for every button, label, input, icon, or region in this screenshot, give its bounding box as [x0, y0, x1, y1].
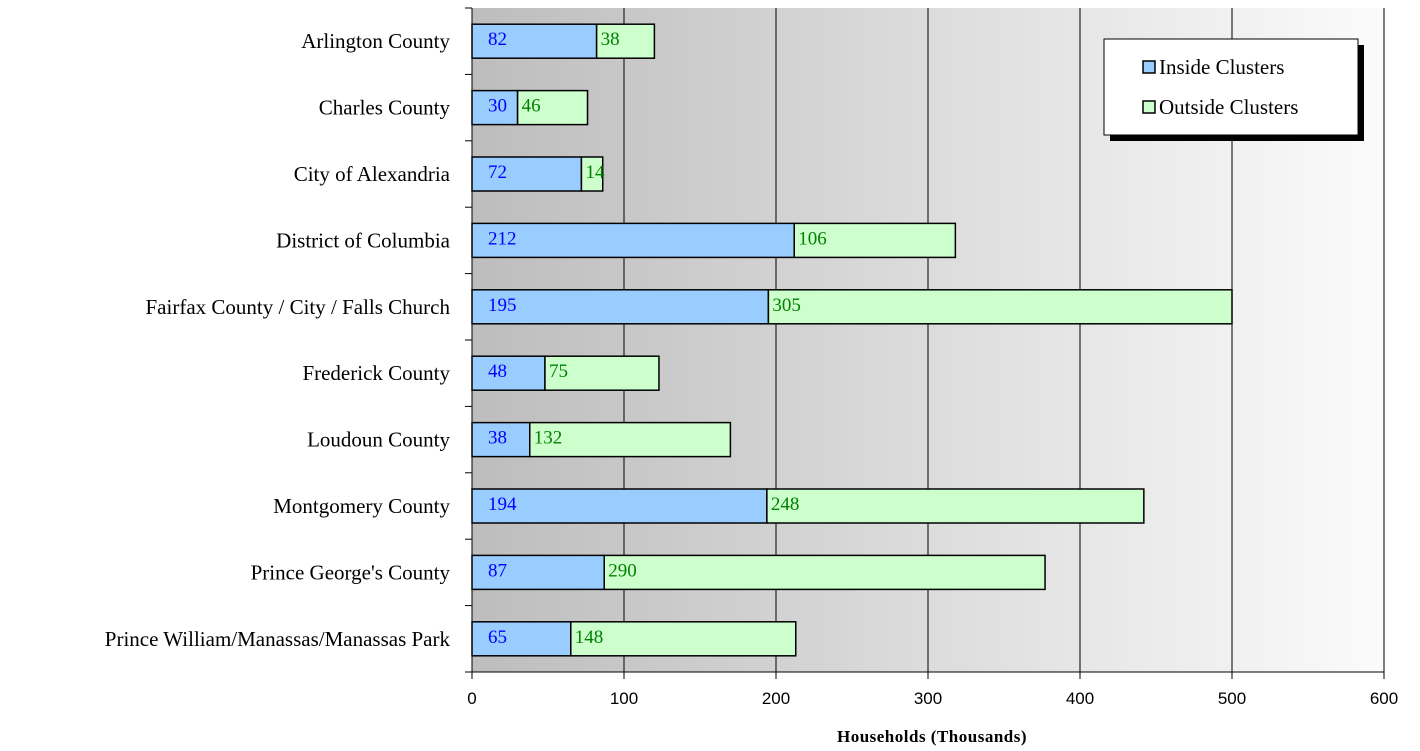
- category-label: Prince George's County: [251, 560, 451, 584]
- bar-inside: [471, 554, 605, 591]
- data-label-inside: 212: [488, 228, 517, 249]
- data-label-outside: 75: [549, 361, 568, 382]
- data-label-outside: 46: [522, 96, 541, 117]
- category-label: Fairfax County / City / Falls Church: [146, 295, 451, 319]
- data-label-inside: 38: [488, 428, 507, 449]
- data-label-outside: 148: [575, 627, 604, 648]
- data-label-inside: 48: [488, 361, 507, 382]
- bar-outside: [529, 421, 732, 458]
- bar-outside: [793, 222, 957, 259]
- data-label-inside: 195: [488, 295, 517, 316]
- legend-label-inside: Inside Clusters: [1159, 55, 1284, 79]
- x-tick-label: 0: [467, 689, 476, 708]
- bar-outside: [595, 23, 656, 59]
- tick-labels: 0 100 200 300 400 500 600: [467, 689, 1398, 708]
- category-label: Charles County: [319, 96, 451, 120]
- category-label: City of Alexandria: [294, 162, 451, 186]
- category-labels: Arlington County Charles County City of Al…: [105, 29, 451, 651]
- data-label-inside: 82: [488, 29, 507, 50]
- bars: 82 38 30 46 72 14 212 106 195 305 48 75 38 132 194 248 8…: [471, 23, 1233, 657]
- category-label: Prince William/Manassas/Manassas Park: [105, 627, 451, 651]
- bar-outside: [767, 289, 1233, 325]
- data-label-inside: 65: [488, 627, 507, 648]
- bar-inside: [471, 222, 795, 259]
- bar-outside: [516, 89, 589, 126]
- data-label-outside: 132: [534, 428, 563, 449]
- data-label-inside: 72: [488, 162, 507, 183]
- legend-label-outside: Outside Clusters: [1159, 95, 1298, 119]
- data-label-outside: 305: [772, 295, 801, 316]
- gridlines: [623, 8, 1385, 672]
- bar-outside: [570, 621, 797, 657]
- data-label-outside: 14: [585, 162, 605, 183]
- bar-outside: [580, 156, 604, 192]
- data-label-outside: 38: [601, 29, 620, 50]
- x-tick-label: 500: [1218, 689, 1246, 708]
- data-label-outside: 248: [771, 494, 800, 515]
- bar-inside: [471, 355, 546, 391]
- legend-box: [1103, 38, 1359, 136]
- data-label-inside: 87: [488, 560, 507, 581]
- legend-swatch-outside: [1142, 100, 1156, 114]
- x-tick-label: 100: [610, 689, 638, 708]
- x-tick-label: 400: [1066, 689, 1094, 708]
- legend-swatch-inside: [1142, 60, 1156, 74]
- data-label-outside: 106: [798, 228, 827, 249]
- data-label-outside: 290: [608, 560, 637, 581]
- bar-inside: [471, 156, 583, 192]
- bar-outside: [766, 488, 1145, 524]
- x-tick-label: 200: [762, 689, 790, 708]
- data-label-inside: 30: [488, 96, 507, 117]
- category-label: Frederick County: [302, 361, 450, 385]
- category-label: Montgomery County: [273, 494, 450, 518]
- bar-inside: [471, 621, 572, 657]
- category-label: Loudoun County: [307, 428, 450, 452]
- x-axis-label: Households (Thousands): [837, 727, 1027, 746]
- x-tick-label: 600: [1370, 689, 1398, 708]
- legend: Inside Clusters Outside Clusters: [1103, 38, 1364, 141]
- category-label: Arlington County: [301, 29, 450, 53]
- x-tick-label: 300: [914, 689, 942, 708]
- bar-outside: [544, 355, 660, 391]
- category-label: District of Columbia: [276, 228, 450, 252]
- bar-outside: [603, 554, 1046, 591]
- bar-inside: [471, 488, 768, 524]
- bar-inside: [471, 89, 519, 126]
- data-label-inside: 194: [488, 494, 517, 515]
